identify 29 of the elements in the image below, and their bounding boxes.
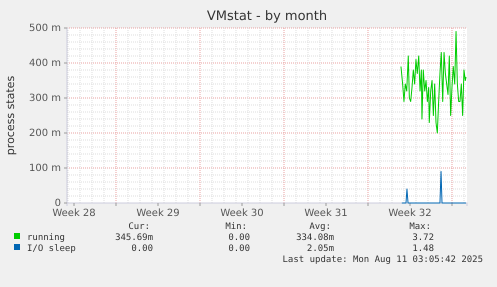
y-tick-label: 200 m: [28, 128, 61, 140]
text: 0.00: [228, 233, 250, 243]
line-series: [400, 31, 466, 134]
x-tick-label: Week 28: [52, 208, 96, 220]
text: Avg:: [309, 222, 331, 232]
y-tick-label: 100 m: [28, 163, 61, 174]
x-tick-label: Week 30: [220, 208, 264, 220]
text: 2.05m: [306, 244, 334, 254]
text: 0.00: [228, 244, 250, 254]
text: 0.00: [131, 244, 153, 254]
legend-label: running: [27, 233, 65, 243]
y-tick-label: 0: [54, 198, 61, 210]
text: 1.48: [412, 244, 434, 254]
y-axis-title: process states: [4, 76, 17, 156]
y-tick-label: 300 m: [28, 93, 61, 104]
text: Last update: Mon Aug 11 03:05:42 2025: [282, 255, 483, 265]
chart-title: VMstat - by month: [206, 9, 328, 24]
text: 3.72: [412, 233, 434, 243]
legend-label: I/O sleep: [27, 244, 76, 254]
text: 334.08m: [296, 233, 334, 243]
x-tick-label: Week 32: [388, 208, 432, 220]
text: Max:: [409, 222, 431, 232]
y-tick-label: 500 m: [28, 23, 61, 34]
y-tick-label: 400 m: [28, 58, 61, 70]
text: Min:: [225, 222, 247, 232]
text: 345.69m: [115, 233, 153, 243]
x-tick-label: Week 31: [304, 208, 348, 220]
x-tick-label: Week 29: [136, 208, 180, 220]
text: Cur:: [128, 222, 150, 232]
